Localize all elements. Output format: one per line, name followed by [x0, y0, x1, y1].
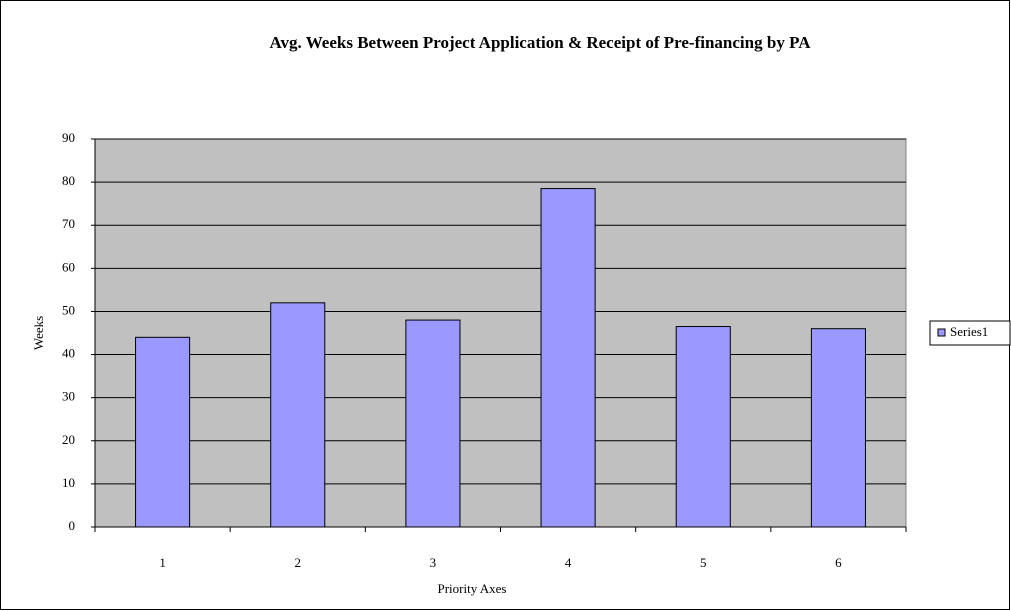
y-tick-label: 0	[69, 518, 76, 533]
y-tick-label: 40	[62, 346, 75, 361]
legend-label: Series1	[950, 324, 988, 339]
bar	[270, 302, 326, 528]
bar	[135, 336, 191, 528]
y-tick-label: 60	[62, 259, 75, 274]
bar	[810, 328, 866, 528]
bar	[540, 188, 596, 528]
y-axis-label: Weeks	[31, 316, 46, 350]
y-tick-label: 50	[62, 302, 75, 317]
x-tick-label: 6	[835, 555, 842, 570]
x-axis-label: Priority Axes	[438, 581, 507, 596]
x-tick-label: 3	[430, 555, 437, 570]
y-tick-label: 20	[62, 432, 75, 447]
legend-marker	[937, 328, 946, 337]
y-tick-label: 80	[62, 173, 75, 188]
y-tick-label: 90	[62, 130, 75, 145]
y-tick-label: 70	[62, 216, 75, 231]
x-tick-label: 5	[700, 555, 707, 570]
x-tick-label: 2	[295, 555, 302, 570]
x-tick-label: 4	[565, 555, 572, 570]
chart-title: Avg. Weeks Between Project Application &…	[270, 33, 812, 52]
x-tick-label: 1	[159, 555, 166, 570]
plot-area	[94, 138, 907, 528]
bar	[405, 319, 461, 528]
y-tick-label: 10	[62, 475, 75, 490]
y-tick-label: 30	[62, 389, 75, 404]
bar	[675, 326, 731, 528]
